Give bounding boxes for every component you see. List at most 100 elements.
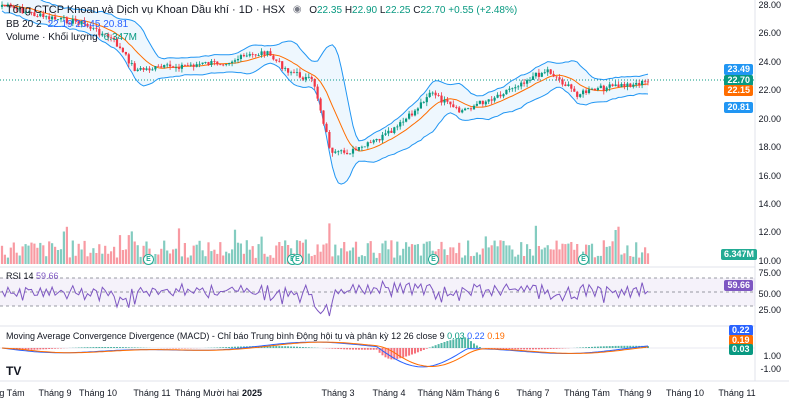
volume-bar — [62, 231, 65, 264]
volume-bar — [124, 249, 127, 264]
macd-histogram-bar — [632, 345, 635, 348]
macd-histogram-bar — [307, 347, 310, 348]
candle-body — [384, 133, 387, 135]
candle-body — [174, 67, 178, 69]
macd-histogram-bar — [534, 348, 537, 350]
candle-body — [0, 4, 4, 7]
candle-body — [617, 84, 620, 87]
volume-bar — [278, 242, 281, 264]
macd-histogram-bar — [107, 347, 110, 348]
volume-bar — [319, 251, 322, 264]
tradingview-logo[interactable]: TV — [6, 364, 22, 378]
candle-body — [263, 51, 266, 55]
candle-body — [552, 73, 555, 77]
macd-histogram-bar — [623, 345, 626, 348]
macd-histogram-bar — [80, 347, 83, 348]
volume-bar — [172, 249, 175, 264]
candle-body — [186, 65, 189, 66]
macd-histogram-bar — [579, 347, 582, 348]
volume-bar — [24, 244, 27, 264]
volume-bar — [48, 241, 51, 264]
volume-bar — [422, 243, 425, 264]
candle-body — [145, 68, 148, 70]
macd-histogram-bar — [136, 347, 139, 348]
candle-body — [110, 37, 113, 39]
time-axis-label: Tháng 10 — [665, 388, 705, 398]
volume-bar — [366, 243, 369, 264]
macd-histogram-bar — [511, 348, 514, 350]
volume-bar — [284, 240, 287, 264]
volume-bar — [298, 240, 301, 264]
volume-bar — [228, 253, 231, 264]
volume-bar — [92, 248, 95, 264]
volume-bar — [464, 255, 467, 264]
rsi-title[interactable]: RSI 14 59.66 — [6, 271, 59, 281]
macd-histogram-bar — [449, 340, 452, 348]
candle-body — [248, 54, 251, 56]
earnings-event-marker[interactable]: E — [292, 254, 303, 265]
macd-histogram-bar — [54, 348, 57, 349]
candle-body — [490, 99, 493, 101]
candle-body — [21, 7, 24, 14]
candle-body — [30, 12, 33, 13]
candle-body — [646, 81, 650, 83]
macd-histogram-bar — [614, 345, 617, 348]
macd-histogram-bar — [234, 346, 236, 348]
earnings-event-marker[interactable]: E — [578, 254, 589, 265]
macd-histogram-bar — [419, 348, 422, 352]
candle-body — [422, 102, 425, 103]
volume-bar — [576, 244, 579, 264]
bb-legend[interactable]: BB 20 2 22.19 23.45 20.81 — [6, 19, 128, 30]
volume-bar — [30, 242, 33, 264]
volume-bar — [263, 253, 266, 264]
macd-axis-label: 1.00 — [763, 351, 781, 361]
time-axis-label: Tháng 3 — [321, 388, 355, 398]
macd-histogram-bar — [328, 348, 331, 349]
macd-histogram-bar — [529, 348, 531, 350]
volume-bar — [213, 249, 216, 264]
eye-icon[interactable]: ◉ — [292, 4, 302, 15]
candle-body — [15, 8, 18, 10]
macd-histogram-bar — [45, 348, 48, 350]
earnings-event-marker[interactable]: E — [428, 254, 439, 265]
macd-histogram-bar — [405, 348, 408, 357]
macd-histogram-bar — [608, 346, 611, 348]
volume-bar — [425, 241, 428, 264]
volume-bar — [130, 231, 133, 264]
price-axis-label: 16.00 — [758, 171, 781, 181]
candle-body — [555, 76, 558, 78]
candle-body — [635, 83, 638, 85]
macd-title[interactable]: Moving Average Convergence Divergence (M… — [6, 331, 505, 341]
macd-histogram-bar — [239, 346, 242, 348]
earnings-event-marker[interactable]: E — [143, 254, 154, 265]
volume-bar — [269, 255, 272, 264]
candle-body — [39, 13, 42, 17]
macd-histogram-bar — [222, 347, 225, 348]
volume-bar — [546, 245, 549, 264]
volume-bar — [74, 255, 77, 264]
candle-body — [582, 90, 585, 95]
time-axis-label: g Tám — [0, 388, 25, 398]
time-axis-label: Tháng Mười hai — [175, 388, 239, 398]
volume-bar — [363, 256, 366, 264]
volume-bar — [98, 244, 101, 264]
macd-histogram-bar — [369, 348, 372, 350]
volume-bar — [195, 244, 198, 264]
volume-bar — [534, 225, 537, 264]
macd-histogram-bar — [487, 348, 490, 349]
macd-histogram-bar — [242, 346, 245, 348]
volume-bar — [207, 242, 210, 264]
macd-histogram-bar — [98, 347, 101, 348]
candle-body — [154, 66, 157, 70]
volume-bar — [21, 246, 24, 264]
volume-legend[interactable]: Volume · Khối lượng 6.347M — [6, 32, 137, 43]
macd-histogram-bar — [284, 346, 287, 348]
macd-histogram-bar — [51, 348, 54, 349]
symbol-title[interactable]: Tổng CTCP Khoan và Dịch vụ Khoan Dầu khí… — [6, 4, 286, 16]
price-axis-label: 14.00 — [758, 199, 781, 209]
macd-histogram-bar — [505, 348, 508, 350]
macd-histogram-bar — [593, 346, 596, 348]
volume-bar — [555, 240, 558, 264]
